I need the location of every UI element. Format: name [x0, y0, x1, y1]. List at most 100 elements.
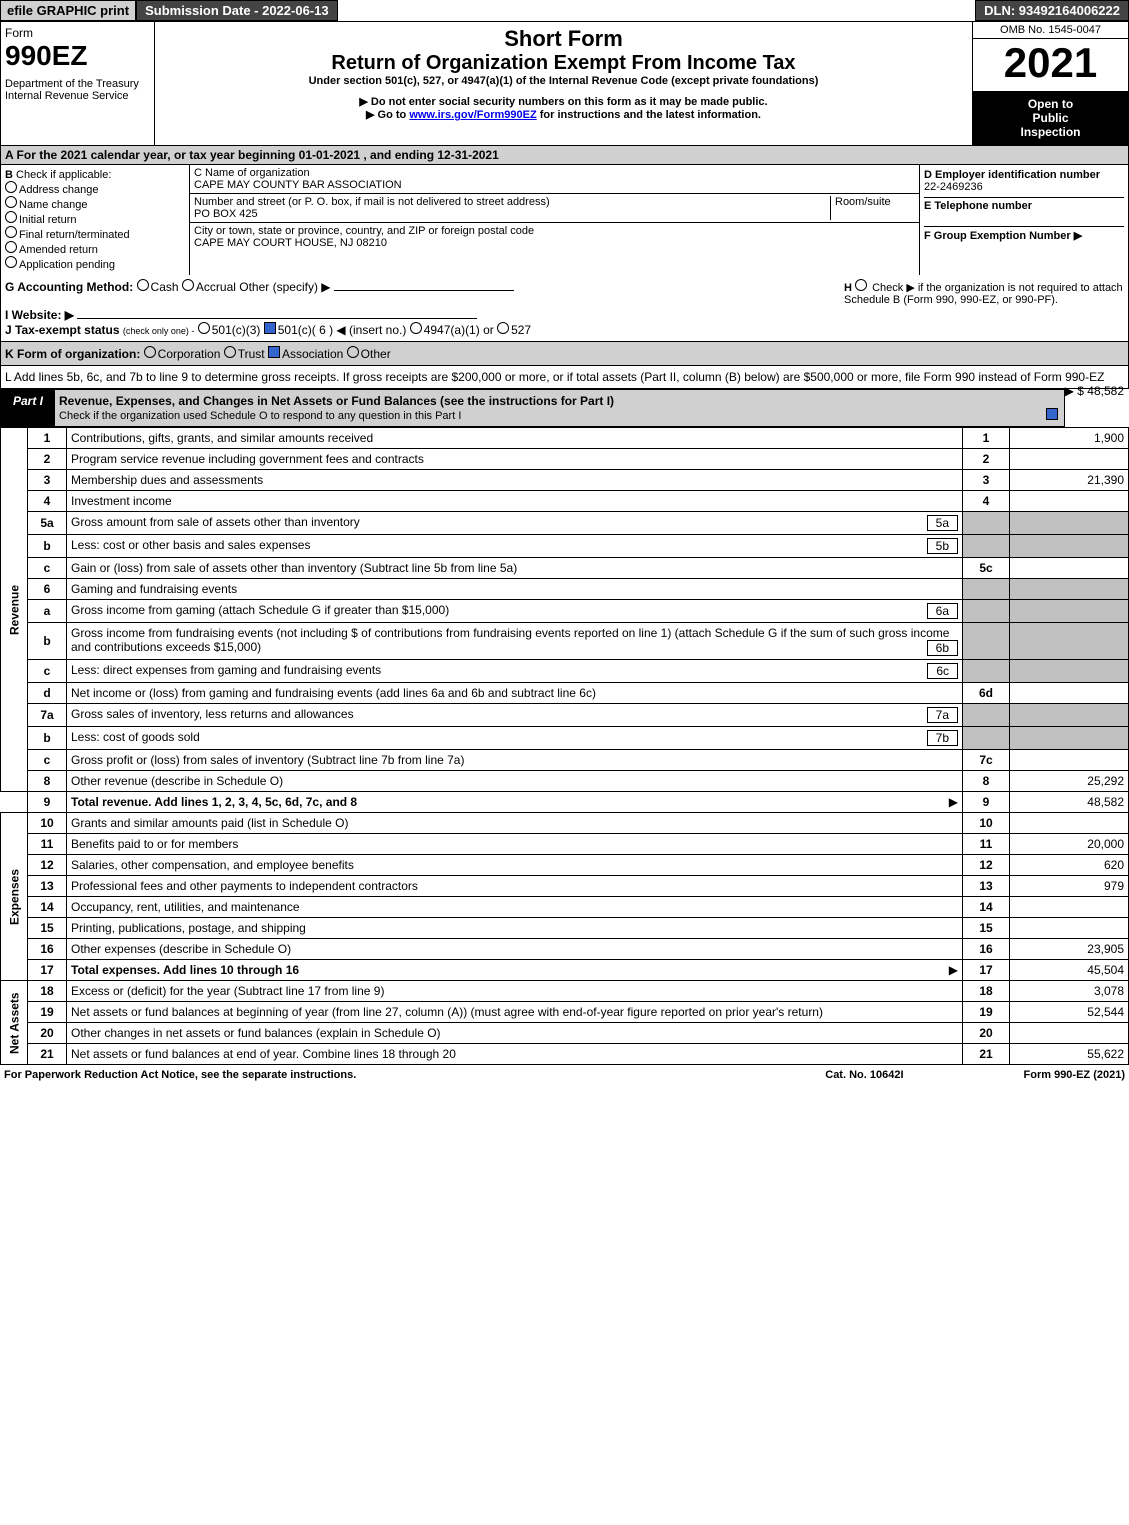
chk-4947[interactable]: [410, 322, 422, 334]
part1-check-note: Check if the organization used Schedule …: [59, 410, 461, 422]
chk-accrual[interactable]: [182, 279, 194, 291]
org-city: CAPE MAY COURT HOUSE, NJ 08210: [194, 237, 915, 249]
l-text: L Add lines 5b, 6c, and 7b to line 9 to …: [5, 370, 1104, 384]
line-2-no: 2: [28, 449, 67, 470]
footer-left: For Paperwork Reduction Act Notice, see …: [4, 1069, 356, 1081]
chk-address-change[interactable]: [5, 181, 17, 193]
section-d: D Employer identification number 22-2469…: [920, 165, 1128, 275]
line-5b-gray: [963, 535, 1010, 558]
line-14-col: 14: [963, 897, 1010, 918]
chk-pending[interactable]: [5, 256, 17, 268]
line-20-no: 20: [28, 1023, 67, 1044]
l-value: ▶ $ 48,582: [1065, 384, 1124, 398]
line-7a-desc: Gross sales of inventory, less returns a…: [67, 704, 963, 727]
arrow-icon-17: ▶: [949, 963, 958, 977]
website-input[interactable]: [77, 318, 477, 319]
line-7a-sub: 7a: [927, 707, 958, 723]
open-inspection-badge: Open to Public Inspection: [973, 91, 1128, 145]
org-name: CAPE MAY COUNTY BAR ASSOCIATION: [194, 179, 915, 191]
part1-label: Part I: [1, 390, 55, 426]
line-4-val: [1010, 491, 1129, 512]
line-7c-val: [1010, 750, 1129, 771]
ein-value: 22-2469236: [924, 181, 1124, 193]
line-8-col: 8: [963, 771, 1010, 792]
group-exemption-label: F Group Exemption Number ▶: [924, 226, 1124, 242]
line-6b-no: b: [28, 623, 67, 660]
line-12-desc: Salaries, other compensation, and employ…: [67, 855, 963, 876]
chk-schedule-b[interactable]: [855, 279, 867, 291]
top-bar: efile GRAPHIC print Submission Date - 20…: [0, 0, 1129, 21]
line-6d-desc: Net income or (loss) from gaming and fun…: [67, 683, 963, 704]
line-1-col: 1: [963, 428, 1010, 449]
line-6a-gray: [963, 600, 1010, 623]
chk-501c3[interactable]: [198, 322, 210, 334]
section-k: K Form of organization: Corporation Trus…: [0, 342, 1129, 366]
opt-corp: Corporation: [158, 347, 221, 361]
line-6-gray: [963, 579, 1010, 600]
line-6c-no: c: [28, 660, 67, 683]
expenses-side-label: Expenses: [1, 813, 28, 981]
efile-print-button[interactable]: efile GRAPHIC print: [0, 0, 136, 21]
line-15-val: [1010, 918, 1129, 939]
line-7b-gray2: [1010, 727, 1129, 750]
line-21-col: 21: [963, 1044, 1010, 1065]
chk-other-org[interactable]: [347, 346, 359, 358]
section-g-h: G Accounting Method: Cash Accrual Other …: [0, 275, 1129, 342]
line-1-val: 1,900: [1010, 428, 1129, 449]
revenue-side-label: Revenue: [1, 428, 28, 792]
opt-trust: Trust: [238, 347, 265, 361]
line-18-col: 18: [963, 981, 1010, 1002]
line-15-desc: Printing, publications, postage, and shi…: [67, 918, 963, 939]
line-4-no: 4: [28, 491, 67, 512]
k-label: K Form of organization:: [5, 347, 140, 361]
line-8-no: 8: [28, 771, 67, 792]
line-6-desc: Gaming and fundraising events: [67, 579, 963, 600]
arrow-icon: ▶: [949, 795, 958, 809]
tax-year: 2021: [973, 39, 1128, 87]
line-1-desc: Contributions, gifts, grants, and simila…: [67, 428, 963, 449]
line-17-val: 45,504: [1010, 960, 1129, 981]
line-7a-no: 7a: [28, 704, 67, 727]
line-20-col: 20: [963, 1023, 1010, 1044]
chk-527[interactable]: [497, 322, 509, 334]
chk-trust[interactable]: [224, 346, 236, 358]
line-16-desc: Other expenses (describe in Schedule O): [67, 939, 963, 960]
goto-prefix: ▶ Go to: [366, 109, 409, 121]
section-c: C Name of organization CAPE MAY COUNTY B…: [190, 165, 920, 275]
line-9-col: 9: [963, 792, 1010, 813]
chk-501c[interactable]: [264, 322, 276, 334]
line-6a-no: a: [28, 600, 67, 623]
chk-final[interactable]: [5, 226, 17, 238]
h-text: Check ▶ if the organization is not requi…: [844, 282, 1123, 306]
chk-assoc[interactable]: [268, 346, 280, 358]
line-4-col: 4: [963, 491, 1010, 512]
line-21-desc: Net assets or fund balances at end of ye…: [67, 1044, 963, 1065]
chk-name-change[interactable]: [5, 196, 17, 208]
section-l: L Add lines 5b, 6c, and 7b to line 9 to …: [0, 366, 1129, 389]
line-6d-no: d: [28, 683, 67, 704]
org-info-grid: B Check if applicable: Address change Na…: [0, 165, 1129, 275]
line-6b-desc: Gross income from fundraising events (no…: [67, 623, 963, 660]
line-6d-val: [1010, 683, 1129, 704]
line-14-desc: Occupancy, rent, utilities, and maintena…: [67, 897, 963, 918]
netassets-side-label: Net Assets: [1, 981, 28, 1065]
chk-schedule-o[interactable]: [1046, 408, 1058, 420]
line-19-val: 52,544: [1010, 1002, 1129, 1023]
line-15-col: 15: [963, 918, 1010, 939]
chk-amended[interactable]: [5, 241, 17, 253]
chk-cash[interactable]: [137, 279, 149, 291]
chk-corp[interactable]: [144, 346, 156, 358]
line-7c-col: 7c: [963, 750, 1010, 771]
chk-initial[interactable]: [5, 211, 17, 223]
line-5a-no: 5a: [28, 512, 67, 535]
b-label: B: [5, 169, 13, 181]
line-2-col: 2: [963, 449, 1010, 470]
line-5a-sub: 5a: [927, 515, 958, 531]
inspect-line1: Open to: [979, 97, 1122, 111]
line-16-no: 16: [28, 939, 67, 960]
submission-date: Submission Date - 2022-06-13: [136, 0, 338, 21]
irs-link[interactable]: www.irs.gov/Form990EZ: [409, 109, 536, 121]
opt-assoc: Association: [282, 347, 343, 361]
opt-527: 527: [511, 323, 531, 337]
section-h: H Check ▶ if the organization is not req…: [844, 279, 1124, 337]
